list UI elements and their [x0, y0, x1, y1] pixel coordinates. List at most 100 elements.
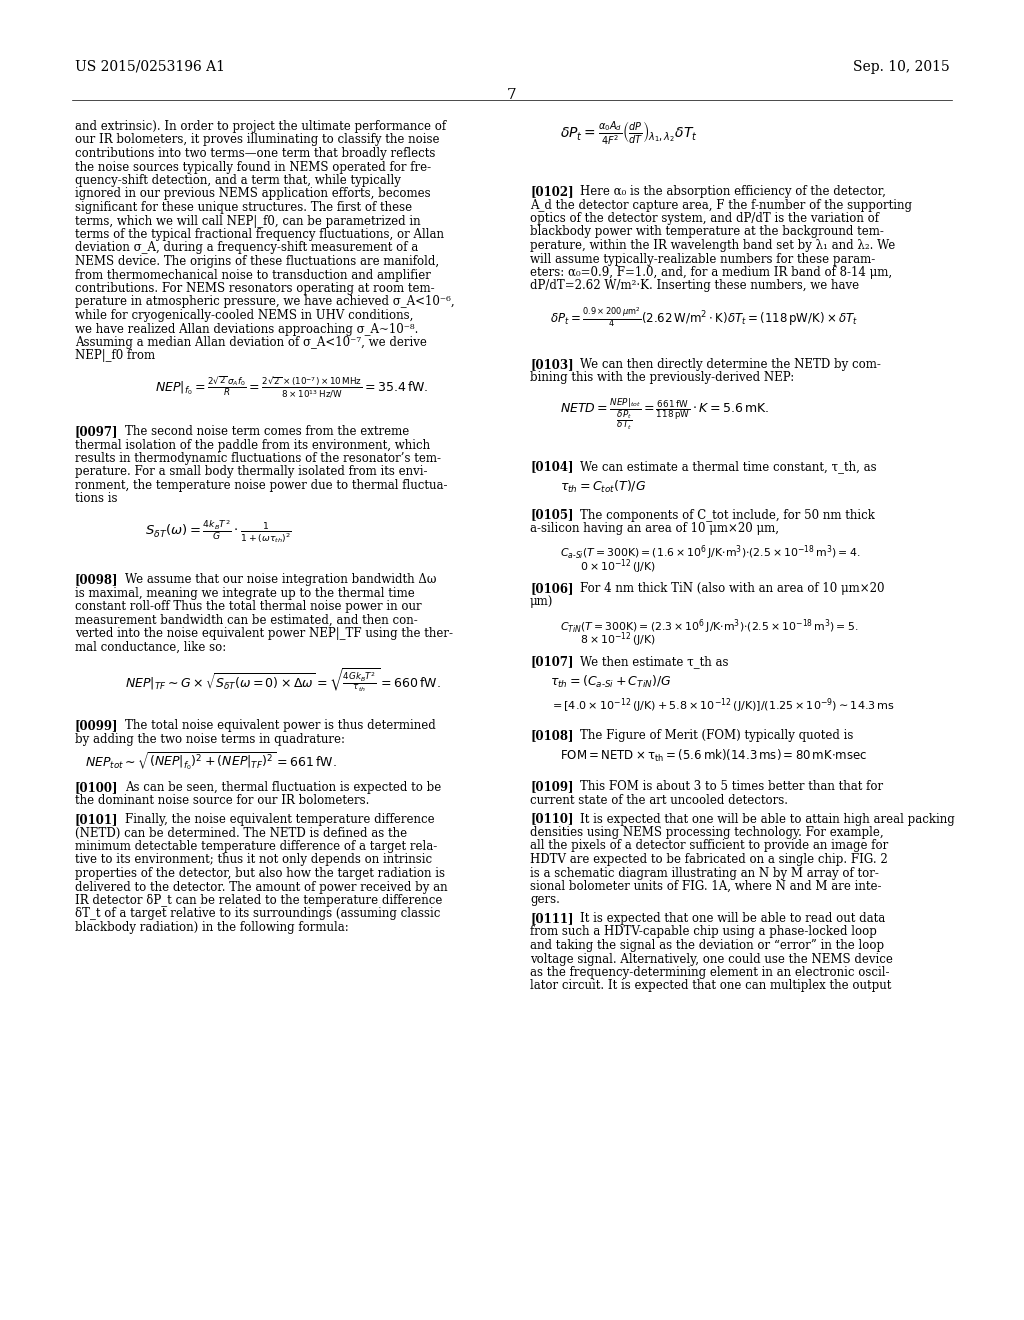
Text: $\delta P_t = \frac{\alpha_0 A_d}{4F^2}\left(\frac{dP}{dT}\right)_{\lambda_1,\la: $\delta P_t = \frac{\alpha_0 A_d}{4F^2}\… — [560, 120, 697, 147]
Text: all the pixels of a detector sufficient to provide an image for: all the pixels of a detector sufficient … — [530, 840, 888, 853]
Text: densities using NEMS processing technology. For example,: densities using NEMS processing technolo… — [530, 826, 884, 840]
Text: eters: α₀=0.9, F=1.0, and, for a medium IR band of 8-14 μm,: eters: α₀=0.9, F=1.0, and, for a medium … — [530, 267, 892, 279]
Text: [0107]: [0107] — [530, 656, 573, 668]
Text: $=[4.0\times10^{-12}\,(\mathrm{J/K})+5.8\times10^{-12}\,(\mathrm{J/K})]/(1.25\ti: $=[4.0\times10^{-12}\,(\mathrm{J/K})+5.8… — [550, 696, 895, 714]
Text: sional bolometer units of FIG. 1A, where N and M are inte-: sional bolometer units of FIG. 1A, where… — [530, 880, 882, 894]
Text: current state of the art uncooled detectors.: current state of the art uncooled detect… — [530, 795, 788, 807]
Text: NEMS device. The origins of these fluctuations are manifold,: NEMS device. The origins of these fluctu… — [75, 255, 439, 268]
Text: tions is: tions is — [75, 492, 118, 506]
Text: Sep. 10, 2015: Sep. 10, 2015 — [853, 59, 950, 74]
Text: contributions into two terms—one term that broadly reflects: contributions into two terms—one term th… — [75, 147, 435, 160]
Text: a-silicon having an area of 10 μm×20 μm,: a-silicon having an area of 10 μm×20 μm, — [530, 521, 779, 535]
Text: [0103]: [0103] — [530, 358, 573, 371]
Text: from thermomechanical noise to transduction and amplifier: from thermomechanical noise to transduct… — [75, 268, 431, 281]
Text: as the frequency-determining element in an electronic oscil-: as the frequency-determining element in … — [530, 966, 890, 979]
Text: We can then directly determine the NETD by com-: We can then directly determine the NETD … — [580, 358, 881, 371]
Text: It is expected that one will be able to attain high areal packing: It is expected that one will be able to … — [580, 813, 954, 825]
Text: $NEP_{tot}\sim\sqrt{(NEP|_{f_0})^2+(NEP|_{TF})^2}=661\,\mathrm{fW.}$: $NEP_{tot}\sim\sqrt{(NEP|_{f_0})^2+(NEP|… — [85, 751, 337, 772]
Text: bining this with the previously-derived NEP:: bining this with the previously-derived … — [530, 371, 795, 384]
Text: and taking the signal as the deviation or “error” in the loop: and taking the signal as the deviation o… — [530, 939, 884, 952]
Text: The Figure of Merit (FOM) typically quoted is: The Figure of Merit (FOM) typically quot… — [580, 729, 853, 742]
Text: dP/dT=2.62 W/m²·K. Inserting these numbers, we have: dP/dT=2.62 W/m²·K. Inserting these numbe… — [530, 280, 859, 293]
Text: 7: 7 — [507, 88, 517, 102]
Text: verted into the noise equivalent power NEP|_TF using the ther-: verted into the noise equivalent power N… — [75, 627, 453, 640]
Text: μm): μm) — [530, 595, 553, 609]
Text: ignored in our previous NEMS application efforts, becomes: ignored in our previous NEMS application… — [75, 187, 431, 201]
Text: [0109]: [0109] — [530, 780, 573, 793]
Text: is maximal, meaning we integrate up to the thermal time: is maximal, meaning we integrate up to t… — [75, 586, 415, 599]
Text: terms of the typical fractional frequency fluctuations, or Allan: terms of the typical fractional frequenc… — [75, 228, 444, 242]
Text: optics of the detector system, and dP/dT is the variation of: optics of the detector system, and dP/dT… — [530, 213, 879, 224]
Text: tive to its environment; thus it not only depends on intrinsic: tive to its environment; thus it not onl… — [75, 854, 432, 866]
Text: voltage signal. Alternatively, one could use the NEMS device: voltage signal. Alternatively, one could… — [530, 953, 893, 965]
Text: [0108]: [0108] — [530, 729, 573, 742]
Text: $NEP|_{TF}\sim G\times\sqrt{S_{\delta T}(\omega=0)\times\Delta\omega}=\sqrt{\fra: $NEP|_{TF}\sim G\times\sqrt{S_{\delta T}… — [125, 667, 440, 693]
Text: For 4 nm thick TiN (also with an area of 10 μm×20: For 4 nm thick TiN (also with an area of… — [580, 582, 885, 595]
Text: [0105]: [0105] — [530, 508, 573, 521]
Text: $\mathrm{FOM{=}NETD\times\tau_{th}{=}(5.6\,mk)(14.3\,ms){=}80\,mK{\cdot}msec}$: $\mathrm{FOM{=}NETD\times\tau_{th}{=}(5.… — [560, 747, 867, 763]
Text: NEP|_f0 from: NEP|_f0 from — [75, 350, 155, 363]
Text: the noise sources typically found in NEMS operated for fre-: the noise sources typically found in NEM… — [75, 161, 431, 173]
Text: gers.: gers. — [530, 894, 560, 907]
Text: US 2015/0253196 A1: US 2015/0253196 A1 — [75, 59, 225, 74]
Text: blackbody power with temperature at the background tem-: blackbody power with temperature at the … — [530, 226, 884, 239]
Text: we have realized Allan deviations approaching σ_A~10⁻⁸.: we have realized Allan deviations approa… — [75, 322, 419, 335]
Text: will assume typically-realizable numbers for these param-: will assume typically-realizable numbers… — [530, 252, 876, 265]
Text: (NETD) can be determined. The NETD is defined as the: (NETD) can be determined. The NETD is de… — [75, 826, 408, 840]
Text: from such a HDTV-capable chip using a phase-locked loop: from such a HDTV-capable chip using a ph… — [530, 925, 877, 939]
Text: [0097]: [0097] — [75, 425, 119, 438]
Text: IR detector δP_t can be related to the temperature difference: IR detector δP_t can be related to the t… — [75, 894, 442, 907]
Text: We then estimate τ_th as: We then estimate τ_th as — [580, 656, 728, 668]
Text: mal conductance, like so:: mal conductance, like so: — [75, 640, 226, 653]
Text: [0106]: [0106] — [530, 582, 573, 595]
Text: [0101]: [0101] — [75, 813, 119, 826]
Text: We can estimate a thermal time constant, τ_th, as: We can estimate a thermal time constant,… — [580, 459, 877, 473]
Text: thermal isolation of the paddle from its environment, which: thermal isolation of the paddle from its… — [75, 438, 430, 451]
Text: [0098]: [0098] — [75, 573, 119, 586]
Text: $C_{TiN}(T{=}300\mathrm{K}){=}(2.3\times10^6\,\mathrm{J/K{\cdot}m^3}){\cdot}(2.5: $C_{TiN}(T{=}300\mathrm{K}){=}(2.3\times… — [560, 616, 858, 636]
Text: [0104]: [0104] — [530, 459, 573, 473]
Text: $\tau_{th}=C_{tot}(T)/G$: $\tau_{th}=C_{tot}(T)/G$ — [560, 479, 646, 495]
Text: quency-shift detection, and a term that, while typically: quency-shift detection, and a term that,… — [75, 174, 400, 187]
Text: ronment, the temperature noise power due to thermal fluctua-: ronment, the temperature noise power due… — [75, 479, 447, 492]
Text: constant roll-off Thus the total thermal noise power in our: constant roll-off Thus the total thermal… — [75, 601, 422, 612]
Text: terms, which we will call NEP|_f0, can be parametrized in: terms, which we will call NEP|_f0, can b… — [75, 214, 421, 227]
Text: HDTV are expected to be fabricated on a single chip. FIG. 2: HDTV are expected to be fabricated on a … — [530, 853, 888, 866]
Text: properties of the detector, but also how the target radiation is: properties of the detector, but also how… — [75, 867, 445, 880]
Text: A_d the detector capture area, F the f-number of the supporting: A_d the detector capture area, F the f-n… — [530, 198, 912, 211]
Text: $\delta P_t = \frac{0.9\times200\,\mu\mathrm{m}^2}{4}(2.62\,\mathrm{W/m^2\cdot K: $\delta P_t = \frac{0.9\times200\,\mu\ma… — [550, 305, 858, 329]
Text: The components of C_tot include, for 50 nm thick: The components of C_tot include, for 50 … — [580, 508, 874, 521]
Text: [0111]: [0111] — [530, 912, 573, 925]
Text: blackbody radiation) in the following formula:: blackbody radiation) in the following fo… — [75, 921, 349, 935]
Text: Here α₀ is the absorption efficiency of the detector,: Here α₀ is the absorption efficiency of … — [580, 185, 886, 198]
Text: We assume that our noise integration bandwidth Δω: We assume that our noise integration ban… — [125, 573, 436, 586]
Text: deviation σ_A, during a frequency-shift measurement of a: deviation σ_A, during a frequency-shift … — [75, 242, 418, 255]
Text: and extrinsic). In order to project the ultimate performance of: and extrinsic). In order to project the … — [75, 120, 446, 133]
Text: $8\times10^{-12}\,\mathrm{(J/K)}$: $8\times10^{-12}\,\mathrm{(J/K)}$ — [580, 631, 655, 649]
Text: the dominant noise source for our IR bolometers.: the dominant noise source for our IR bol… — [75, 795, 370, 808]
Text: Assuming a median Allan deviation of σ_A<10⁻⁷, we derive: Assuming a median Allan deviation of σ_A… — [75, 337, 427, 348]
Text: [0110]: [0110] — [530, 813, 573, 825]
Text: is a schematic diagram illustrating an N by M array of tor-: is a schematic diagram illustrating an N… — [530, 866, 879, 879]
Text: This FOM is about 3 to 5 times better than that for: This FOM is about 3 to 5 times better th… — [580, 780, 883, 793]
Text: while for cryogenically-cooled NEMS in UHV conditions,: while for cryogenically-cooled NEMS in U… — [75, 309, 414, 322]
Text: perature, within the IR wavelength band set by λ₁ and λ₂. We: perature, within the IR wavelength band … — [530, 239, 895, 252]
Text: perature in atmospheric pressure, we have achieved σ_A<10⁻⁶,: perature in atmospheric pressure, we hav… — [75, 296, 455, 309]
Text: significant for these unique structures. The first of these: significant for these unique structures.… — [75, 201, 412, 214]
Text: As can be seen, thermal fluctuation is expected to be: As can be seen, thermal fluctuation is e… — [125, 781, 441, 795]
Text: [0099]: [0099] — [75, 719, 119, 733]
Text: [0100]: [0100] — [75, 781, 119, 795]
Text: minimum detectable temperature difference of a target rela-: minimum detectable temperature differenc… — [75, 840, 437, 853]
Text: delivered to the detector. The amount of power received by an: delivered to the detector. The amount of… — [75, 880, 447, 894]
Text: $C_{a\text{-}Si}(T{=}300\mathrm{K}){=}(1.6\times10^6\,\mathrm{J/K{\cdot}m^3}){\c: $C_{a\text{-}Si}(T{=}300\mathrm{K}){=}(1… — [560, 544, 860, 562]
Text: results in thermodynamic fluctuations of the resonator’s tem-: results in thermodynamic fluctuations of… — [75, 451, 441, 465]
Text: $NETD=\frac{NEP|_{tot}}{\dfrac{\delta P_t}{\delta T_t}}=\frac{661\,\mathrm{fW}}{: $NETD=\frac{NEP|_{tot}}{\dfrac{\delta P_… — [560, 397, 769, 432]
Text: [0102]: [0102] — [530, 185, 573, 198]
Text: contributions. For NEMS resonators operating at room tem-: contributions. For NEMS resonators opera… — [75, 282, 434, 294]
Text: δT_t of a target relative to its surroundings (assuming classic: δT_t of a target relative to its surroun… — [75, 908, 440, 920]
Text: Finally, the noise equivalent temperature difference: Finally, the noise equivalent temperatur… — [125, 813, 434, 826]
Text: $\tau_{th} = (C_{a\text{-}Si}+C_{TiN})/G$: $\tau_{th} = (C_{a\text{-}Si}+C_{TiN})/G… — [550, 675, 672, 690]
Text: our IR bolometers, it proves illuminating to classify the noise: our IR bolometers, it proves illuminatin… — [75, 133, 439, 147]
Text: by adding the two noise terms in quadrature:: by adding the two noise terms in quadrat… — [75, 733, 345, 746]
Text: lator circuit. It is expected that one can multiplex the output: lator circuit. It is expected that one c… — [530, 979, 891, 993]
